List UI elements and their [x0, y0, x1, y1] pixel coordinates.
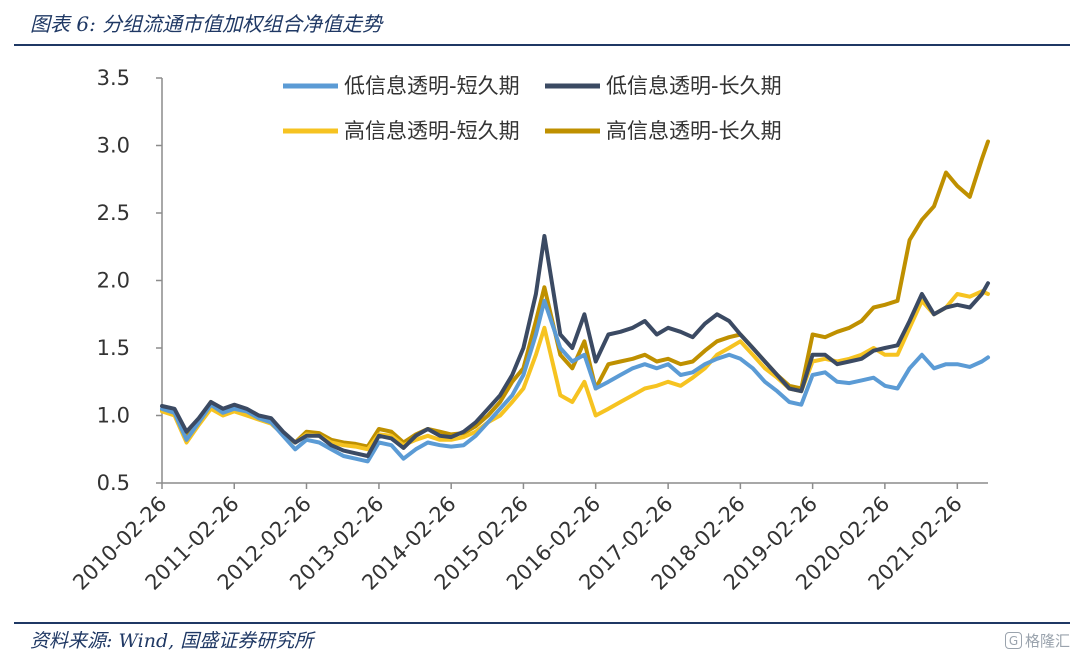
y-tick-label: 1.5 — [97, 336, 130, 360]
legend-label-0: 低信息透明-短久期 — [344, 74, 520, 98]
source-note: 资料来源: Wind, 国盛证券研究所 — [30, 630, 314, 652]
y-tick-label: 2.5 — [97, 201, 130, 225]
top-divider — [14, 44, 1070, 46]
series-line-1 — [160, 234, 990, 458]
y-tick-label: 2.0 — [97, 269, 130, 293]
chart-title: 图表 6: 分组流通市值加权组合净值走势 — [30, 12, 383, 36]
y-tick-label: 3.5 — [97, 66, 130, 90]
watermark-logo-icon: G — [1004, 632, 1022, 649]
series-line-2 — [160, 289, 990, 452]
watermark-text: 格隆汇 — [1024, 632, 1070, 650]
y-tick-label: 0.5 — [97, 471, 130, 495]
bottom-divider — [14, 622, 1070, 624]
series-line-0 — [160, 298, 990, 464]
legend-label-1: 低信息透明-长久期 — [606, 74, 782, 98]
y-tick-label: 3.0 — [97, 134, 130, 158]
line-chart: 0.51.01.52.02.53.03.52010-02-262011-02-2… — [68, 66, 990, 595]
legend-label-2: 高信息透明-短久期 — [344, 119, 520, 143]
legend-label-3: 高信息透明-长久期 — [606, 119, 782, 143]
watermark: G 格隆汇 — [1004, 630, 1070, 651]
y-tick-label: 1.0 — [97, 404, 130, 428]
